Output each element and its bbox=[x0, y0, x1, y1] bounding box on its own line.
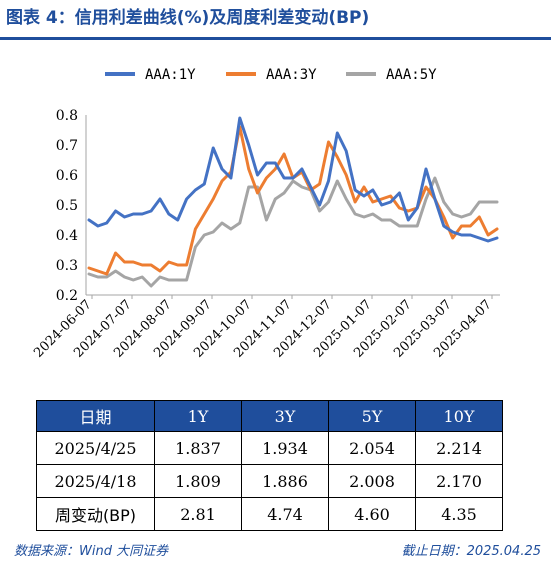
series-line-aaa1y bbox=[87, 116, 499, 243]
table-cell: 4.74 bbox=[241, 497, 329, 531]
table-header-cell: 1Y bbox=[154, 400, 242, 432]
y-tick-label: 0.3 bbox=[56, 258, 78, 274]
table-cell: 2.214 bbox=[415, 431, 503, 465]
y-tick-label: 0.5 bbox=[56, 198, 78, 214]
table-row: 2025/4/25 1.837 1.934 2.054 2.214 bbox=[36, 431, 503, 465]
table-cell: 2.008 bbox=[328, 464, 416, 498]
table-header-cell: 3Y bbox=[241, 400, 329, 432]
source-note: 数据来源：Wind 大同证券 bbox=[14, 544, 169, 559]
table-row: 2025/4/18 1.809 1.886 2.008 2.170 bbox=[36, 464, 503, 498]
table-header-cell: 5Y bbox=[328, 400, 416, 432]
y-tick-label: 0.6 bbox=[56, 168, 78, 184]
y-tick-label: 0.4 bbox=[56, 228, 78, 244]
y-tick-label: 0.8 bbox=[56, 108, 78, 124]
cutoff-date: 截止日期：2025.04.25 bbox=[401, 544, 541, 559]
table-cell: 1.809 bbox=[154, 464, 242, 498]
title-rule bbox=[0, 37, 551, 40]
table-cell-date: 2025/4/18 bbox=[36, 464, 155, 498]
table-header-row: 日期 1Y 3Y 5Y 10Y bbox=[36, 400, 503, 432]
table-cell-label: 周变动(BP) bbox=[36, 497, 155, 531]
figure-title: 图表 4：信用利差曲线(%)及周度利差变动(BP) bbox=[6, 8, 370, 28]
table-row: 周变动(BP) 2.81 4.74 4.60 4.35 bbox=[36, 497, 503, 531]
table-cell: 1.934 bbox=[241, 431, 329, 465]
spread-line-chart: 0.20.30.40.50.60.70.82024-06-072024-07-0… bbox=[31, 67, 500, 361]
table-cell: 2.170 bbox=[415, 464, 503, 498]
legend-label: AAA:3Y bbox=[266, 67, 317, 83]
table-header-cell: 10Y bbox=[415, 400, 503, 432]
legend-label: AAA:5Y bbox=[386, 67, 437, 83]
table-cell: 1.837 bbox=[154, 431, 242, 465]
table-cell: 4.35 bbox=[415, 497, 503, 531]
table-cell: 2.054 bbox=[328, 431, 416, 465]
table-cell: 1.886 bbox=[241, 464, 329, 498]
series-line-aaa5y bbox=[87, 176, 499, 288]
legend-label: AAA:1Y bbox=[145, 67, 196, 83]
spread-table: 日期 1Y 3Y 5Y 10Y 2025/4/25 1.837 1.934 2.… bbox=[36, 400, 503, 531]
y-tick-label: 0.7 bbox=[56, 138, 78, 154]
table-cell: 2.81 bbox=[154, 497, 242, 531]
table-cell: 4.60 bbox=[328, 497, 416, 531]
table-header-cell: 日期 bbox=[36, 400, 155, 432]
table-cell-date: 2025/4/25 bbox=[36, 431, 155, 465]
y-tick-label: 0.2 bbox=[56, 288, 78, 304]
